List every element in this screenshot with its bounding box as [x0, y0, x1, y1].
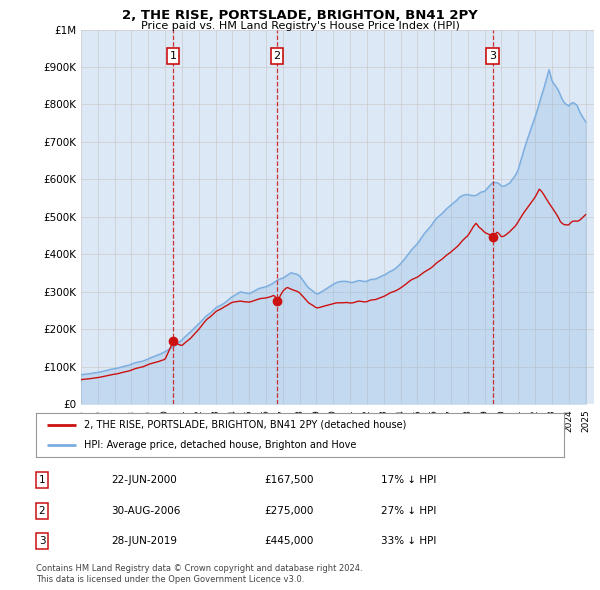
Text: Price paid vs. HM Land Registry's House Price Index (HPI): Price paid vs. HM Land Registry's House … [140, 21, 460, 31]
Text: 1: 1 [170, 51, 176, 61]
Text: HPI: Average price, detached house, Brighton and Hove: HPI: Average price, detached house, Brig… [83, 440, 356, 450]
Text: 28-JUN-2019: 28-JUN-2019 [111, 536, 177, 546]
Text: 3: 3 [489, 51, 496, 61]
Text: £167,500: £167,500 [264, 475, 314, 485]
Text: 22-JUN-2000: 22-JUN-2000 [111, 475, 177, 485]
Text: 2, THE RISE, PORTSLADE, BRIGHTON, BN41 2PY (detached house): 2, THE RISE, PORTSLADE, BRIGHTON, BN41 2… [83, 420, 406, 430]
Text: 2, THE RISE, PORTSLADE, BRIGHTON, BN41 2PY: 2, THE RISE, PORTSLADE, BRIGHTON, BN41 2… [122, 9, 478, 22]
Text: 3: 3 [38, 536, 46, 546]
Text: Contains HM Land Registry data © Crown copyright and database right 2024.
This d: Contains HM Land Registry data © Crown c… [36, 565, 362, 584]
Text: 33% ↓ HPI: 33% ↓ HPI [381, 536, 436, 546]
Text: 2: 2 [38, 506, 46, 516]
Text: 17% ↓ HPI: 17% ↓ HPI [381, 475, 436, 485]
Text: £275,000: £275,000 [264, 506, 313, 516]
Text: 30-AUG-2006: 30-AUG-2006 [111, 506, 181, 516]
Text: 27% ↓ HPI: 27% ↓ HPI [381, 506, 436, 516]
Text: 2: 2 [274, 51, 281, 61]
Text: £445,000: £445,000 [264, 536, 313, 546]
Text: 1: 1 [38, 475, 46, 485]
